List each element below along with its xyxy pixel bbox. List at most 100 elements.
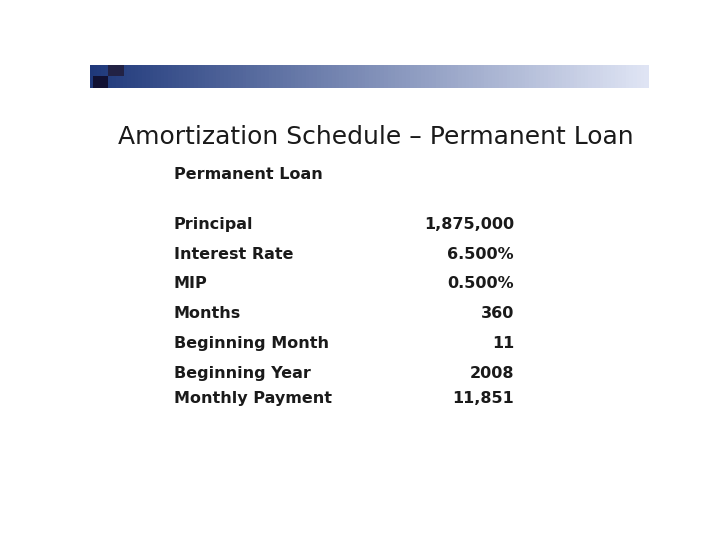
Bar [116,65,120,87]
Bar [310,65,314,87]
Bar [94,65,98,87]
Bar [588,65,593,87]
Text: Beginning Year: Beginning Year [174,366,310,381]
Bar [392,65,395,87]
Bar [432,65,436,87]
Bar [145,65,150,87]
Bar [320,65,325,87]
Bar [239,65,243,87]
Bar [220,65,225,87]
Bar [284,65,288,87]
Bar [246,65,251,87]
Bar [402,65,407,87]
Bar [150,65,154,87]
Bar [418,65,422,87]
Bar [641,65,645,87]
Bar [436,65,440,87]
Bar [384,65,388,87]
Bar [555,65,559,87]
Bar [399,65,403,87]
Bar [373,65,377,87]
Bar [637,65,641,87]
Bar [454,65,459,87]
Bar [243,65,247,87]
Bar [164,65,168,87]
Bar [559,65,563,87]
Bar [131,65,135,87]
Bar [202,65,206,87]
Bar [198,65,202,87]
Bar [258,65,261,87]
Bar [521,65,526,87]
Bar [488,65,492,87]
Text: 1,875,000: 1,875,000 [424,217,514,232]
Bar [540,65,544,87]
Bar [142,65,146,87]
Bar [112,65,117,87]
Bar [514,65,518,87]
Bar [157,65,161,87]
Bar [618,65,623,87]
Bar [607,65,611,87]
Bar [444,65,448,87]
Bar [485,65,489,87]
Text: 6.500%: 6.500% [447,246,514,261]
Bar [644,65,649,87]
Bar [339,65,343,87]
Bar [190,65,194,87]
Bar [410,65,414,87]
Bar [577,65,582,87]
Bar [153,65,158,87]
Bar [194,65,199,87]
Bar [510,65,515,87]
Bar [269,65,273,87]
Bar [566,65,570,87]
Bar [406,65,410,87]
Bar [596,65,600,87]
Bar [179,65,184,87]
Bar [629,65,634,87]
Bar [168,65,172,87]
Bar [276,65,280,87]
Bar [473,65,477,87]
Bar [387,65,392,87]
Bar [332,65,336,87]
Text: Permanent Loan: Permanent Loan [174,167,323,181]
Bar [395,65,400,87]
Bar [294,65,299,87]
Text: Amortization Schedule – Permanent Loan: Amortization Schedule – Permanent Loan [118,125,634,149]
Bar [380,65,384,87]
Bar [466,65,470,87]
Bar [317,65,321,87]
Bar [603,65,608,87]
Bar [570,65,574,87]
Bar [562,65,567,87]
Bar [97,65,102,87]
Bar [503,65,507,87]
Bar [469,65,474,87]
Bar [533,65,537,87]
Bar [291,65,295,87]
Bar [361,65,366,87]
Bar [462,65,467,87]
Bar [213,65,217,87]
Bar [186,65,191,87]
Bar [526,65,529,87]
Bar [343,65,347,87]
Bar [574,65,578,87]
Bar [328,65,333,87]
Bar [626,65,630,87]
Bar [172,65,176,87]
Bar [413,65,418,87]
Bar [272,65,276,87]
Bar [585,65,589,87]
Bar [205,65,210,87]
Bar [120,65,124,87]
Bar [209,65,213,87]
Text: MIP: MIP [174,276,207,292]
Bar [176,65,180,87]
Text: 11: 11 [492,336,514,352]
Bar [231,65,235,87]
Bar [459,65,462,87]
Bar [369,65,373,87]
